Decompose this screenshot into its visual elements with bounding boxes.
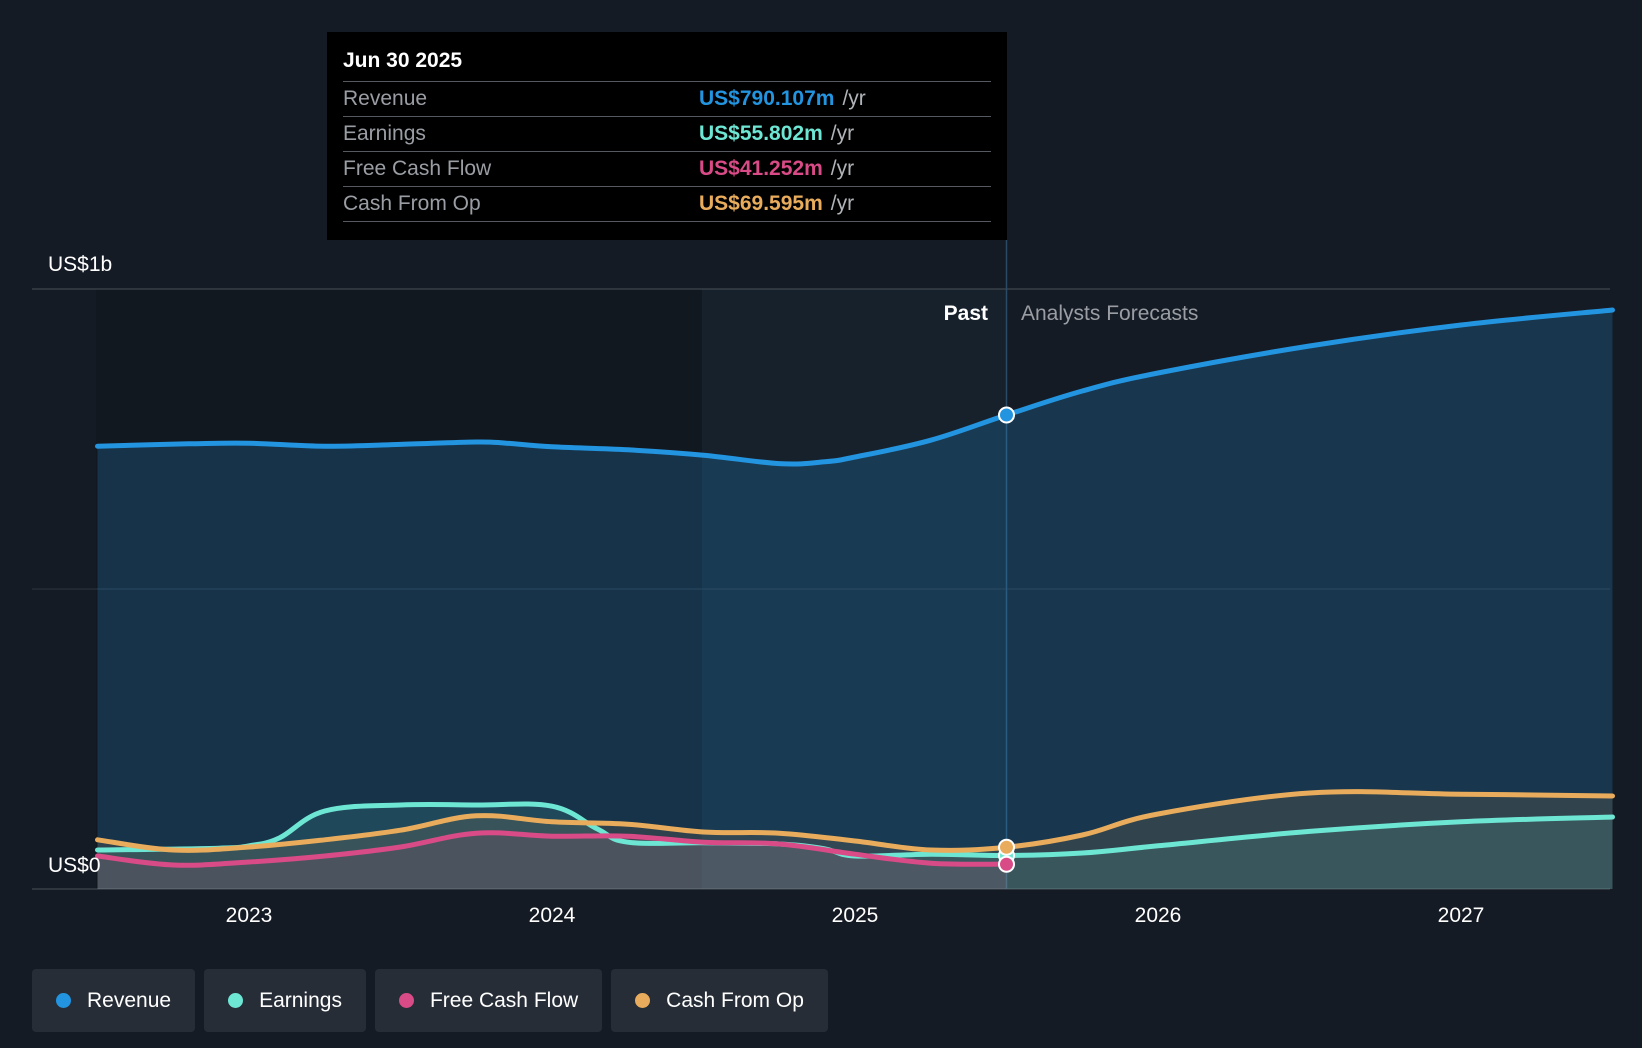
y-label-bottom: US$0: [48, 854, 101, 877]
tooltip-unit: /yr: [830, 192, 855, 215]
legend-label: Earnings: [259, 988, 342, 1012]
legend-dot-icon: [635, 993, 651, 1008]
area-free-cash-flow: [97, 832, 1007, 889]
legend-label: Revenue: [87, 988, 172, 1012]
tooltip-unit: /yr: [842, 87, 866, 110]
legend-item-free-cash-flow[interactable]: Free Cash Flow: [374, 969, 603, 1032]
tooltip: Jun 30 2025 Revenue US$790.107m/yr Earni…: [327, 32, 1007, 240]
marker-cash-from-op: [998, 838, 1015, 856]
tooltip-value-text: US$69.595m: [699, 192, 823, 215]
tooltip-value-text: US$55.802m: [699, 122, 823, 145]
tooltip-label: Free Cash Flow: [343, 157, 492, 180]
legend-item-revenue[interactable]: Revenue: [32, 969, 196, 1032]
x-tick-label: 2023: [226, 904, 273, 927]
x-tick-label: 2025: [832, 904, 879, 927]
tooltip-row-revenue: Revenue US$790.107m/yr: [343, 81, 991, 116]
tooltip-value: US$41.252m/yr: [699, 152, 854, 185]
tooltip-row-earnings: Earnings US$55.802m/yr: [343, 116, 991, 151]
tooltip-value: US$55.802m/yr: [699, 117, 854, 150]
tooltip-unit: /yr: [830, 157, 855, 180]
legend: Revenue Earnings Free Cash Flow Cash Fro…: [32, 969, 837, 1032]
tooltip-unit: /yr: [830, 122, 855, 145]
legend-dot-icon: [398, 993, 414, 1008]
tooltip-value-text: US$790.107m: [699, 87, 835, 110]
tooltip-value: US$790.107m/yr: [699, 82, 866, 115]
line-cash-from-op: [95, 789, 1615, 853]
x-tick-label: 2026: [1135, 904, 1182, 927]
area-revenue: [97, 310, 1613, 889]
tooltip-row-free-cash-flow: Free Cash Flow US$41.252m/yr: [343, 151, 991, 186]
tooltip-row-cash-from-op: Cash From Op US$69.595m/yr: [343, 186, 991, 222]
tooltip-label: Revenue: [343, 87, 428, 110]
marker-free-cash-flow: [998, 855, 1015, 873]
legend-item-cash-from-op[interactable]: Cash From Op: [611, 969, 828, 1032]
y-label-top: US$1b: [48, 253, 112, 276]
legend-dot-icon: [56, 993, 71, 1008]
marker-revenue: [998, 406, 1015, 424]
line-free-cash-flow: [95, 830, 1009, 868]
past-label: Past: [944, 302, 988, 325]
legend-dot-icon: [228, 993, 244, 1008]
tooltip-label: Cash From Op: [343, 192, 481, 215]
area-earnings: [97, 803, 1613, 889]
x-tick-label: 2027: [1438, 904, 1485, 927]
forecast-label: Analysts Forecasts: [1021, 302, 1198, 325]
legend-item-earnings[interactable]: Earnings: [204, 969, 366, 1032]
tooltip-value-text: US$41.252m: [699, 157, 823, 180]
legend-label: Cash From Op: [666, 988, 804, 1012]
tooltip-value: US$69.595m/yr: [699, 187, 854, 220]
tooltip-date: Jun 30 2025: [343, 49, 463, 72]
tooltip-label: Earnings: [343, 122, 426, 145]
line-revenue: [95, 307, 1615, 467]
x-tick-label: 2024: [529, 904, 576, 927]
legend-label: Free Cash Flow: [429, 988, 579, 1012]
